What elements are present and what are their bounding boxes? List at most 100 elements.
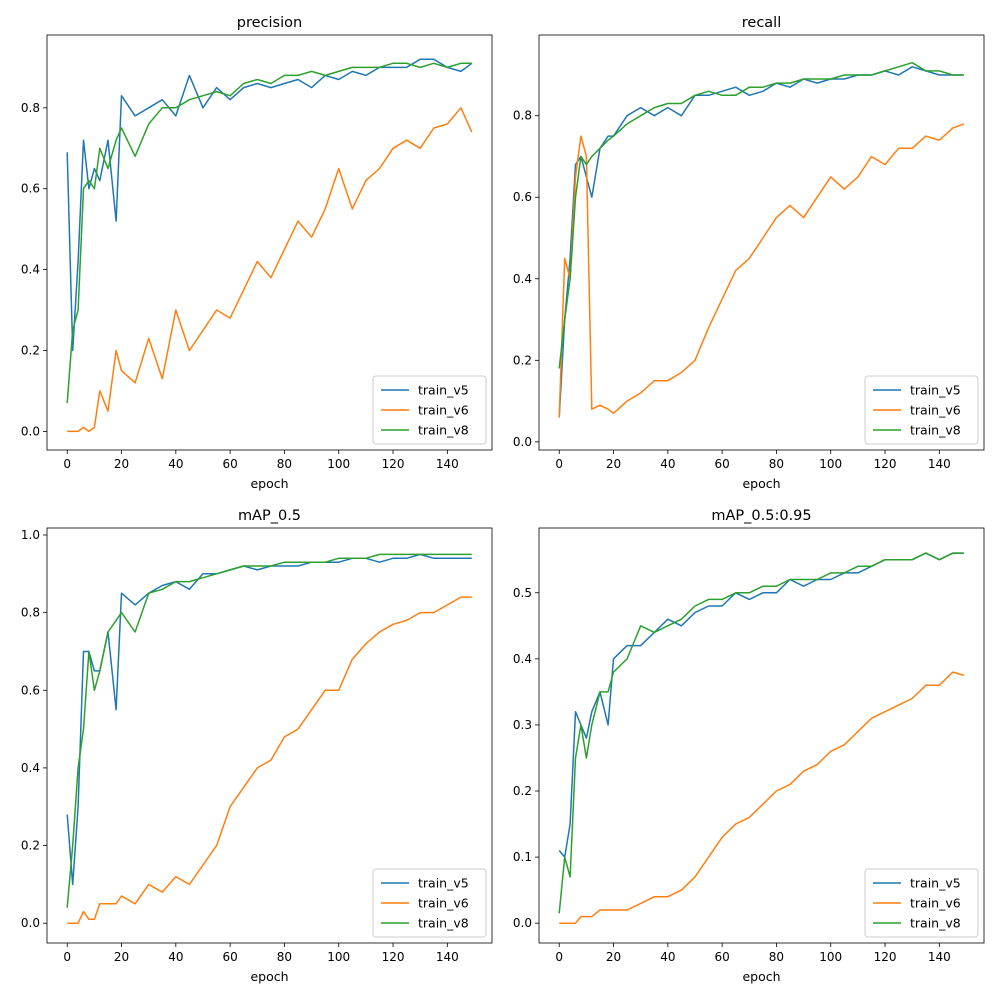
x-tick-label: 120 <box>382 950 405 964</box>
series-line-train_v8 <box>66 553 472 908</box>
axes-frame <box>46 527 493 944</box>
legend-label: train_v5 <box>910 383 961 398</box>
x-tick-label: 140 <box>436 950 459 964</box>
x-tick-label: 40 <box>168 950 183 964</box>
axes-frame <box>538 527 985 944</box>
x-tick-label: 60 <box>222 950 237 964</box>
x-tick-label: 40 <box>660 950 675 964</box>
legend-label: train_v6 <box>418 403 469 418</box>
x-tick-label: 20 <box>606 950 621 964</box>
x-tick-label: 0 <box>63 950 71 964</box>
x-tick-label: 140 <box>928 950 951 964</box>
x-tick-label: 100 <box>819 457 842 471</box>
series-line-train_v8 <box>66 62 472 404</box>
y-tick-label: 0.4 <box>21 761 40 775</box>
x-tick-label: 40 <box>168 457 183 471</box>
x-axis-label: epoch <box>742 476 780 491</box>
y-tick-label: 0.2 <box>21 839 40 853</box>
subplot-title: recall <box>742 15 781 31</box>
legend-box <box>372 868 487 938</box>
series-line-train_v8 <box>558 61 964 369</box>
legend: train_v5 train_v6 train_v8 <box>372 375 487 445</box>
x-tick-label: 80 <box>277 950 292 964</box>
x-axis-label: epoch <box>250 969 288 984</box>
x-tick-label: 0 <box>63 457 71 471</box>
y-tick-label: 0.6 <box>21 683 40 697</box>
x-tick-label: 20 <box>114 950 129 964</box>
series-line-train_v8 <box>558 552 964 914</box>
subplot-1: 0 20 40 60 80 100 120 140 0.0 0.2 0.4 0.6 0.8 recall e… <box>513 15 985 491</box>
legend-label: train_v5 <box>418 876 469 891</box>
x-tick-label: 100 <box>327 457 350 471</box>
x-tick-label: 60 <box>714 950 729 964</box>
subplot-title: precision <box>237 15 302 31</box>
x-tick-label: 0 <box>555 950 563 964</box>
legend-label: train_v8 <box>910 916 961 931</box>
y-tick-label: 0.3 <box>513 718 532 732</box>
x-tick-label: 120 <box>874 950 897 964</box>
subplot-0: 0 20 40 60 80 100 120 140 0.0 0.2 0.4 0.6 0.8 precisi… <box>21 15 493 491</box>
legend-label: train_v6 <box>910 896 961 911</box>
series-line-train_v6 <box>558 123 965 418</box>
x-tick-label: 100 <box>819 950 842 964</box>
legend-label: train_v6 <box>910 403 961 418</box>
y-tick-label: 0.5 <box>513 586 532 600</box>
x-tick-label: 80 <box>769 457 784 471</box>
y-tick-label: 0.0 <box>21 916 40 930</box>
y-tick-label: 0.4 <box>21 263 40 277</box>
x-tick-label: 80 <box>277 457 292 471</box>
y-tick-label: 0.1 <box>513 850 532 864</box>
legend-label: train_v5 <box>418 383 469 398</box>
y-tick-label: 0.6 <box>21 182 40 196</box>
series-line-train_v6 <box>67 596 472 924</box>
y-tick-label: 0.8 <box>513 109 532 123</box>
legend-box <box>864 868 979 938</box>
series-line-train_v5 <box>558 66 964 418</box>
legend: train_v5 train_v6 train_v8 <box>372 868 487 938</box>
subplot-2: 0 20 40 60 80 100 120 140 0.0 0.2 0.4 0.6 0.8 1.0 mAP_… <box>21 508 493 984</box>
y-tick-label: 1.0 <box>21 528 40 542</box>
y-tick-label: 0.4 <box>513 272 532 286</box>
subplot-title: mAP_0.5:0.95 <box>711 508 811 524</box>
y-tick-label: 0.0 <box>513 435 532 449</box>
x-tick-label: 60 <box>714 457 729 471</box>
legend-label: train_v6 <box>418 896 469 911</box>
axes-frame <box>46 34 493 451</box>
x-tick-label: 120 <box>382 457 405 471</box>
x-tick-label: 120 <box>874 457 897 471</box>
series-line-train_v6 <box>67 107 473 433</box>
axes-frame <box>538 34 985 451</box>
x-axis-label: epoch <box>742 969 780 984</box>
subplot-3: 0 20 40 60 80 100 120 140 0.0 0.1 0.2 0.3 0.4 0.5 mAP_… <box>513 508 985 984</box>
legend-label: train_v8 <box>418 423 469 438</box>
series-line-train_v5 <box>66 58 473 352</box>
x-tick-label: 140 <box>928 457 951 471</box>
y-tick-label: 0.6 <box>513 190 532 204</box>
legend-label: train_v5 <box>910 876 961 891</box>
x-tick-label: 0 <box>555 457 563 471</box>
y-tick-label: 0.4 <box>513 652 532 666</box>
y-tick-label: 0.0 <box>513 916 532 930</box>
y-tick-label: 0.2 <box>513 353 532 367</box>
x-tick-label: 20 <box>606 457 621 471</box>
x-tick-label: 40 <box>660 457 675 471</box>
y-tick-label: 0.0 <box>21 424 40 438</box>
y-tick-label: 0.8 <box>21 101 40 115</box>
y-tick-label: 0.8 <box>21 606 40 620</box>
legend-label: train_v8 <box>418 916 469 931</box>
subplot-title: mAP_0.5 <box>238 508 301 524</box>
series-line-train_v6 <box>559 671 965 924</box>
y-tick-label: 0.2 <box>21 343 40 357</box>
legend-box <box>864 375 979 445</box>
x-tick-label: 140 <box>436 457 459 471</box>
legend: train_v5 train_v6 train_v8 <box>864 375 979 445</box>
legend-label: train_v8 <box>910 423 961 438</box>
legend-box <box>372 375 487 445</box>
x-axis-label: epoch <box>250 476 288 491</box>
legend: train_v5 train_v6 train_v8 <box>864 868 979 938</box>
x-tick-label: 20 <box>114 457 129 471</box>
y-tick-label: 0.2 <box>513 784 532 798</box>
x-tick-label: 80 <box>769 950 784 964</box>
x-tick-label: 60 <box>222 457 237 471</box>
